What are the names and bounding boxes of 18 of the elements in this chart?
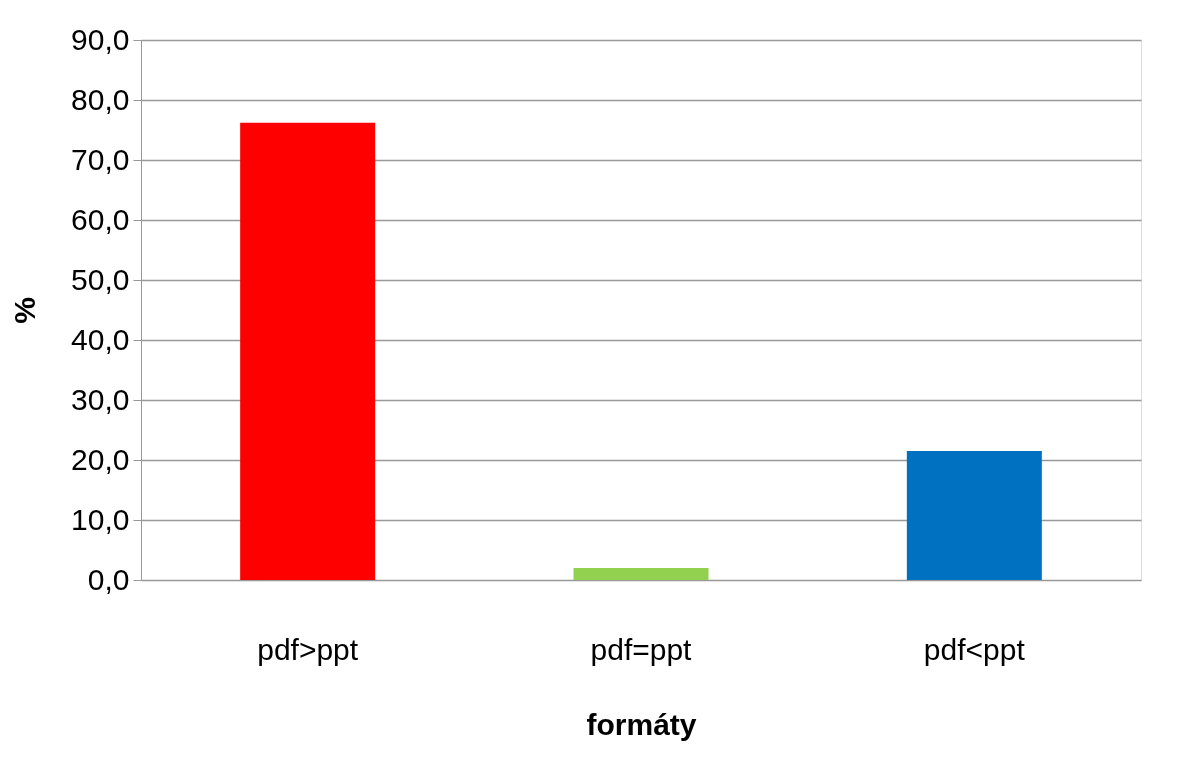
- y-tick-label: 20,0: [71, 442, 130, 476]
- y-tick-label: 60,0: [71, 202, 130, 236]
- y-tick-label: 40,0: [71, 322, 130, 356]
- y-tick-label: 90,0: [71, 22, 130, 56]
- y-tick-label: 80,0: [71, 82, 130, 116]
- bar: [240, 122, 376, 580]
- y-tick-label: 50,0: [71, 262, 130, 296]
- y-tick-label: 10,0: [71, 502, 130, 536]
- x-axis-title: formáty: [586, 707, 697, 741]
- y-tick-label: 30,0: [71, 382, 130, 416]
- x-tick-label: pdf<ppt: [923, 632, 1026, 666]
- bar: [906, 451, 1042, 580]
- y-axis-title: %: [8, 297, 42, 324]
- y-tick-label: 0,0: [87, 562, 130, 596]
- y-tick-label: 70,0: [71, 142, 130, 176]
- x-tick-label: pdf>ppt: [257, 632, 359, 666]
- x-tick-label: pdf=ppt: [590, 632, 693, 666]
- bar: [573, 568, 709, 580]
